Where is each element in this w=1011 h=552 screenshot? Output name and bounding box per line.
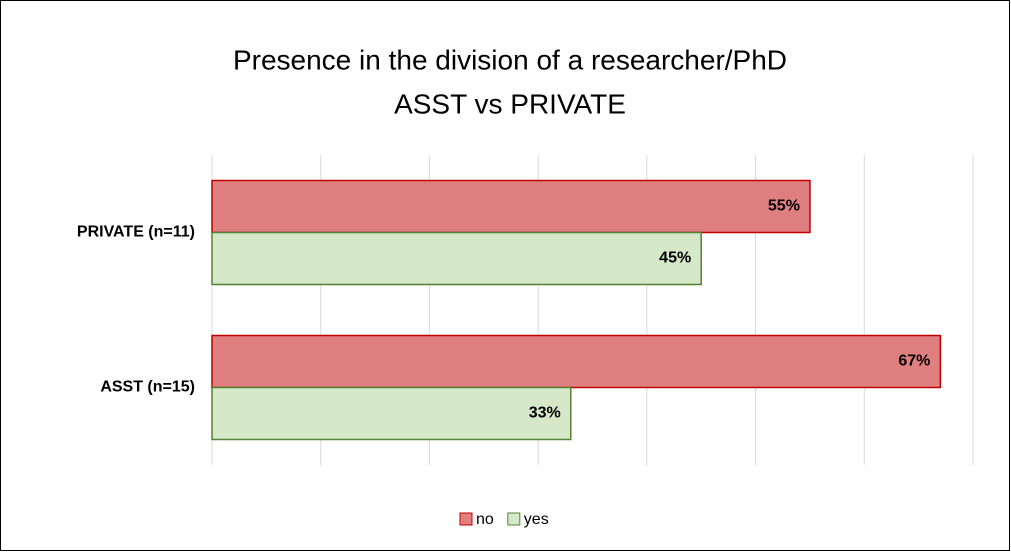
bar: [211, 231, 702, 286]
legend-label: yes: [524, 511, 549, 528]
data-label: 67%: [898, 353, 930, 370]
chart-title: Presence in the division of a researcher…: [233, 44, 787, 75]
bar: [211, 386, 572, 441]
y-tick-label: ASST (n=15): [100, 379, 195, 396]
legend-swatch: [459, 512, 473, 526]
data-label: 55%: [768, 198, 800, 215]
bar: [211, 179, 811, 234]
bar: [211, 334, 942, 389]
legend-swatch: [507, 512, 521, 526]
data-label: 33%: [529, 405, 561, 422]
data-label: 45%: [659, 250, 691, 267]
y-tick-label: PRIVATE (n=11): [77, 224, 195, 241]
chart-subtitle: ASST vs PRIVATE: [394, 88, 626, 119]
legend-label: no: [476, 511, 494, 528]
